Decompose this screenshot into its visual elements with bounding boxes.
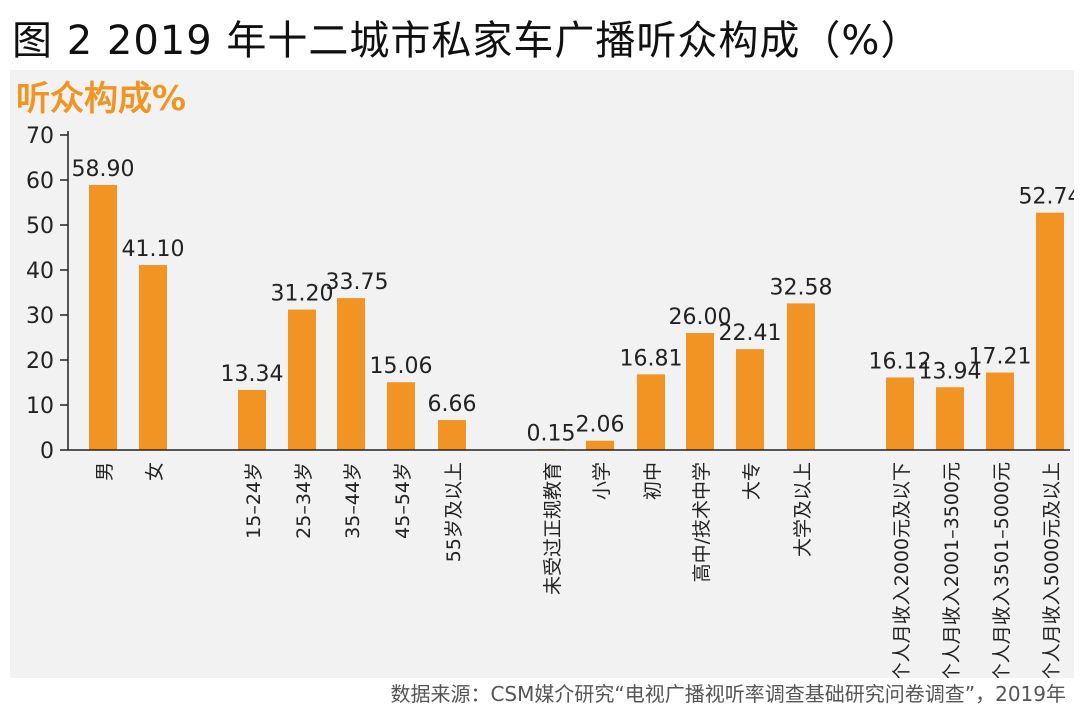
value-label: 15.06 <box>370 354 433 379</box>
value-label: 33.75 <box>326 270 389 295</box>
x-category-label: 大专 <box>741 462 763 500</box>
x-category-label: 男 <box>94 462 116 481</box>
bar <box>686 333 714 450</box>
value-label: 41.10 <box>122 237 185 262</box>
value-label: 17.21 <box>969 345 1032 370</box>
value-label: 26.00 <box>669 305 732 330</box>
x-category-label: 45–54岁 <box>392 462 414 539</box>
value-label: 32.58 <box>770 275 833 300</box>
x-category-label: 小学 <box>591 462 613 500</box>
x-category-label: 未受过正规教育 <box>542 462 564 595</box>
value-label: 16.12 <box>869 349 932 374</box>
y-tick-label: 40 <box>26 259 54 284</box>
bar <box>238 389 266 450</box>
bar <box>637 374 665 450</box>
y-tick-label: 70 <box>26 124 54 149</box>
value-label: 22.41 <box>719 321 782 346</box>
value-label: 52.74 <box>1019 185 1074 210</box>
value-label: 0.15 <box>527 421 576 446</box>
bar <box>89 184 117 450</box>
y-tick-label: 30 <box>26 304 54 329</box>
y-tick-label: 0 <box>40 439 54 464</box>
value-label: 13.34 <box>221 362 284 387</box>
x-category-label: 个人月收入2001–3500元 <box>941 462 963 678</box>
page-title: 图 2 2019 年十二城市私家车广播听众构成（%） <box>12 18 922 64</box>
bar <box>139 265 167 450</box>
x-category-label: 大学及以上 <box>792 462 814 557</box>
x-category-label: 个人月收入2000元及以下 <box>891 462 913 678</box>
x-category-label: 25–34岁 <box>293 462 315 539</box>
value-label: 2.06 <box>576 413 625 438</box>
y-axis-unit-label: 听众构成% <box>16 79 186 119</box>
x-category-label: 高中/技术中学 <box>691 462 713 582</box>
source-note: 数据来源：CSM媒介研究“电视广播视听率调查基础研究问卷调查”，2019年 <box>390 682 1066 706</box>
y-axis: 0 10 20 30 40 50 60 70 <box>26 124 68 464</box>
bar <box>787 303 815 450</box>
bar <box>886 377 914 450</box>
bar <box>337 298 365 450</box>
y-tick-label: 60 <box>26 169 54 194</box>
x-category-label: 女 <box>144 462 166 481</box>
x-category-label: 初中 <box>642 462 664 500</box>
y-tick-label: 20 <box>26 349 54 374</box>
y-tick-label: 10 <box>26 394 54 419</box>
x-category-label: 35–44岁 <box>342 462 364 539</box>
x-category-label: 55岁及以上 <box>443 462 465 562</box>
bar <box>986 372 1014 450</box>
bar <box>288 309 316 450</box>
chart-panel: 听众构成% 0 10 20 30 40 50 60 70 58.90 41.10 13.34 31.… <box>10 70 1074 678</box>
bar <box>586 440 614 450</box>
value-label: 6.66 <box>428 392 477 417</box>
y-tick-label: 50 <box>26 214 54 239</box>
x-category-label: 15–24岁 <box>243 462 265 539</box>
value-label: 16.81 <box>620 346 683 371</box>
value-label: 13.94 <box>919 359 982 384</box>
x-axis-labels: 男 女 15–24岁 25–34岁 35–44岁 45–54岁 55岁及以上 未受过正规教育 小… <box>94 462 1063 678</box>
bar <box>438 420 466 450</box>
x-category-label: 个人月收入5000元及以上 <box>1041 462 1063 678</box>
bar-chart: 听众构成% 0 10 20 30 40 50 60 70 58.90 41.10 13.34 31.… <box>16 79 1074 678</box>
bar <box>1036 212 1064 450</box>
bar <box>736 349 764 450</box>
bar <box>387 382 415 450</box>
value-label: 31.20 <box>271 282 334 307</box>
bar-series <box>89 184 1064 450</box>
x-category-label: 个人月收入3501–5000元 <box>991 462 1013 678</box>
bar <box>936 387 964 450</box>
value-label: 58.90 <box>72 157 135 182</box>
